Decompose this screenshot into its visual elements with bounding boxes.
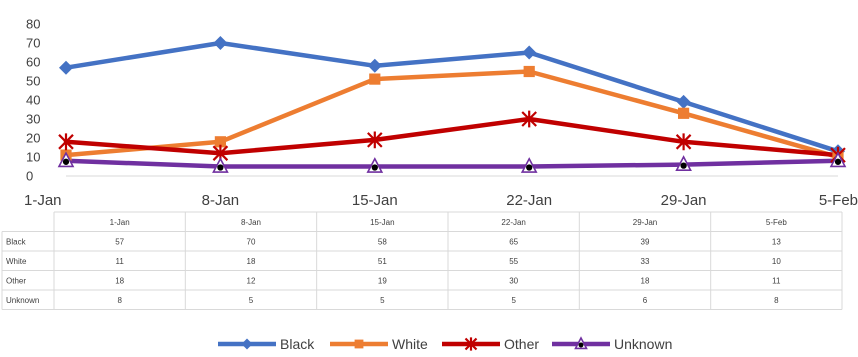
- table-cell: 57: [115, 238, 124, 247]
- x-axis-ticks: 1-Jan 8-Jan 15-Jan 22-Jan 29-Jan 5-Feb: [24, 192, 858, 209]
- legend-marker-unknown: [574, 336, 588, 350]
- table-cell: 55: [509, 257, 518, 266]
- data-point-other: [675, 133, 692, 151]
- data-point-unknown: [212, 157, 229, 173]
- y-tick-label: 80: [26, 17, 40, 32]
- table-cell: 8: [774, 296, 779, 305]
- x-tick-label: 22-Jan: [506, 192, 552, 209]
- data-point-other: [521, 110, 537, 128]
- table-cell: 18: [115, 277, 124, 286]
- data-point-white: [523, 65, 535, 78]
- table-cell: 11: [116, 257, 125, 266]
- data-point-white: [214, 136, 226, 148]
- legend-marker-other: [464, 337, 478, 351]
- data-point-black: [213, 36, 228, 50]
- table-header-cell: 5-Feb: [766, 218, 787, 227]
- table-cell: 65: [509, 238, 518, 247]
- legend-label: Black: [280, 336, 315, 352]
- table-cell: 33: [641, 257, 650, 266]
- table-cell: 18: [641, 277, 650, 286]
- table-cell: 10: [772, 257, 781, 266]
- table-header-cell: 29-Jan: [633, 218, 657, 227]
- x-tick-label: 1-Jan: [24, 192, 62, 209]
- data-point-black: [59, 60, 73, 75]
- y-tick-label: 0: [26, 169, 33, 184]
- table-cell: 58: [378, 238, 387, 247]
- y-tick-label: 10: [26, 150, 40, 165]
- x-tick-label: 5-Feb: [819, 192, 858, 209]
- x-tick-label: 8-Jan: [202, 192, 240, 209]
- table-header-cell: 1-Jan: [110, 218, 130, 227]
- data-point-unknown: [675, 155, 692, 171]
- data-point-white: [369, 73, 381, 85]
- table-cell: 19: [378, 277, 387, 286]
- table-header-cell: 8-Jan: [241, 218, 261, 227]
- data-point-unknown: [829, 151, 847, 168]
- table-cell: 5: [511, 296, 516, 305]
- data-point-other: [367, 131, 383, 149]
- data-point-white: [678, 107, 690, 119]
- y-tick-label: 30: [26, 112, 40, 127]
- y-tick-label: 70: [26, 36, 40, 51]
- table-row-label: White: [6, 257, 27, 266]
- legend: Black White Other Unknown: [218, 336, 672, 352]
- series-line-other: [63, 116, 841, 158]
- table-header-cell: 22-Jan: [501, 218, 525, 227]
- table-row-label: Unknown: [6, 296, 39, 305]
- table-cell: 30: [509, 277, 518, 286]
- series-lines: [63, 40, 841, 169]
- table-row-label: Other: [6, 277, 26, 286]
- table-cell: 5: [380, 296, 385, 305]
- table-row-label: Black: [6, 238, 27, 247]
- data-point-unknown: [57, 151, 75, 168]
- data-point-black: [367, 58, 382, 73]
- series-markers: [57, 36, 847, 173]
- legend-label: Other: [504, 336, 539, 352]
- y-tick-label: 20: [26, 131, 40, 146]
- table-header-cell: 15-Jan: [370, 218, 394, 227]
- series-line-unknown: [63, 158, 841, 169]
- y-axis-ticks: 0 10 20 30 40 50 60 70 80: [26, 17, 40, 184]
- table-cell: 51: [378, 257, 387, 266]
- table-cell: 39: [641, 238, 650, 247]
- table-cell: 5: [249, 296, 254, 305]
- data-point-unknown: [520, 157, 538, 173]
- legend-marker-black: [241, 338, 253, 350]
- data-point-black: [522, 45, 537, 60]
- table-cell: 8: [117, 296, 122, 305]
- table-cell: 12: [247, 277, 256, 286]
- table-cell: 11: [772, 277, 781, 286]
- legend-label: Unknown: [614, 336, 672, 352]
- data-point-black: [676, 94, 691, 109]
- data-point-other: [58, 133, 74, 151]
- y-tick-label: 50: [26, 74, 40, 89]
- table-cell: 70: [247, 238, 256, 247]
- series-line-black: [63, 40, 841, 154]
- legend-label: White: [392, 336, 428, 352]
- legend-marker-white: [354, 339, 364, 349]
- table-cell: 6: [643, 296, 648, 305]
- series-line-white: [63, 69, 841, 160]
- data-point-unknown: [366, 157, 384, 173]
- table-cell: 18: [247, 257, 256, 266]
- x-tick-label: 15-Jan: [352, 192, 398, 209]
- x-tick-label: 29-Jan: [661, 192, 707, 209]
- y-tick-label: 60: [26, 55, 40, 70]
- y-tick-label: 40: [26, 93, 40, 108]
- table-cell: 13: [772, 238, 781, 247]
